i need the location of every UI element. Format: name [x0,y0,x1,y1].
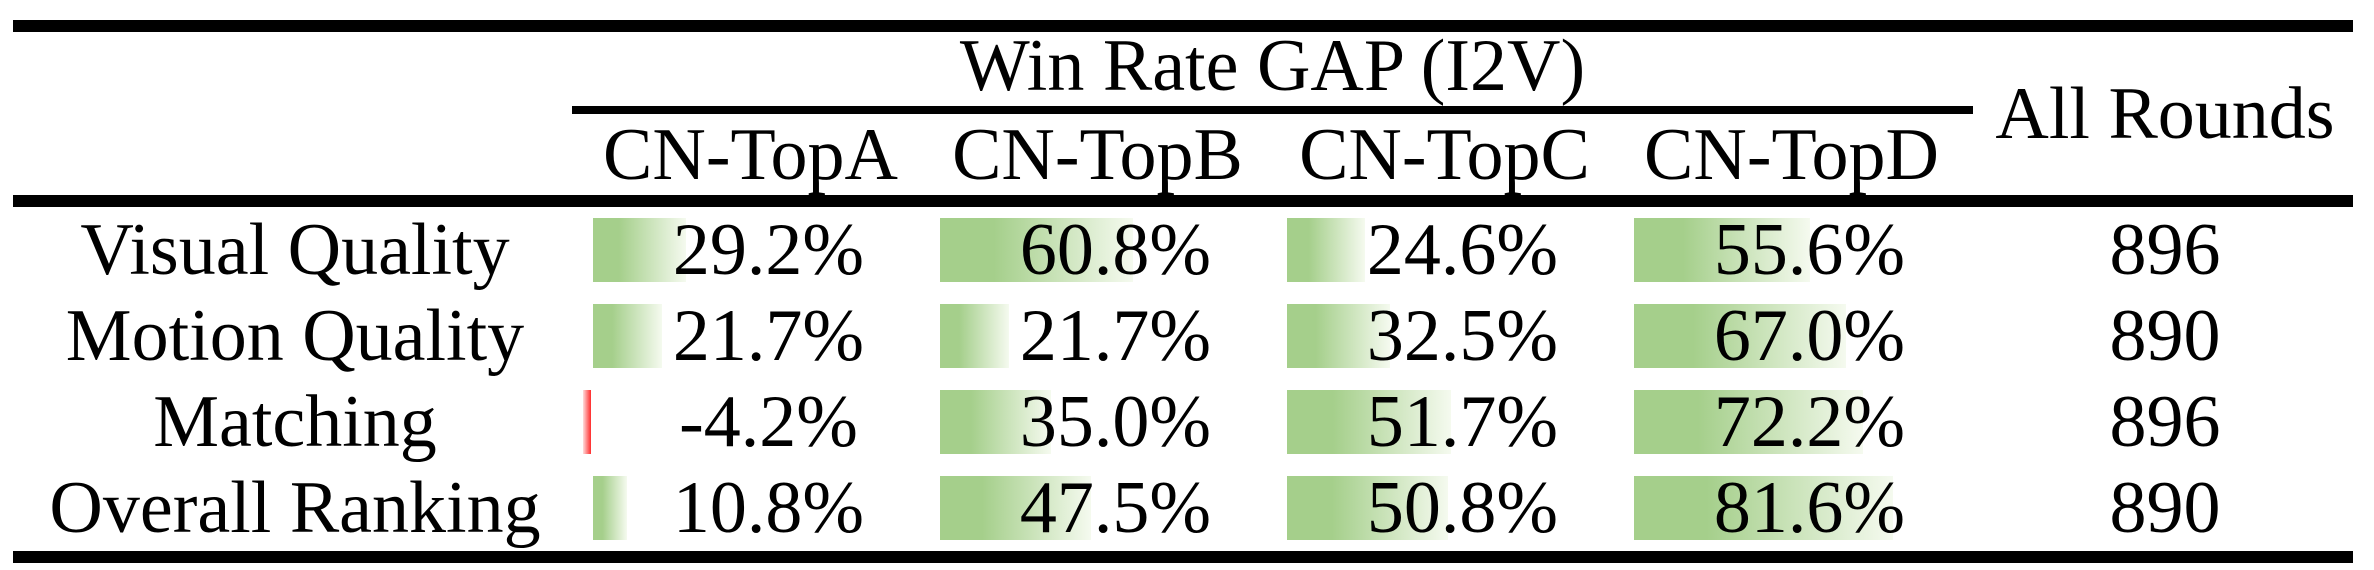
data-bar [940,476,1091,540]
table-cell: 60.8% [924,207,1271,293]
data-bar [1287,390,1451,454]
data-bar [593,218,686,282]
row-label-overall-ranking: Overall Ranking [49,467,541,549]
table-cell: 50.8% [1271,465,1618,551]
column-header-cn-topc: CN-TopC [1299,113,1590,196]
table-cell: 32.5% [1271,293,1618,379]
cell-value: 60.8% [1019,209,1212,291]
table-cell: 21.7% [577,293,924,379]
data-bar [593,476,627,540]
table-rule-header-bottom [13,195,2353,207]
cell-value: 51.7% [1366,381,1559,463]
table-cell: 24.6% [1271,207,1618,293]
table-cell: 29.2% [577,207,924,293]
table-cell: -4.2% [577,379,924,465]
data-bar [1634,218,1810,282]
data-bar [940,218,1133,282]
cell-value: 21.7% [1019,295,1212,377]
row-label-matching: Matching [153,381,437,463]
table-cell: 51.7% [1271,379,1618,465]
cell-value: 24.6% [1366,209,1559,291]
table-cell: 55.6% [1618,207,1965,293]
data-bar [1634,476,1893,540]
cell-value: 50.8% [1366,467,1559,549]
cell-value: 32.5% [1366,295,1559,377]
data-bar [1634,304,1846,368]
row-label-visual-quality: Visual Quality [80,209,510,291]
column-header-cn-topb: CN-TopB [952,113,1243,196]
table-cell: 35.0% [924,379,1271,465]
cell-value: 10.8% [672,467,865,549]
data-bar-negative [583,390,591,454]
data-bar [1287,304,1390,368]
table-rule-top [13,20,2353,32]
row-label-motion-quality: Motion Quality [65,295,525,377]
table-rule-group-underline [572,106,1973,114]
table-cell: 81.6% [1618,465,1965,551]
cell-value: 47.5% [1019,467,1212,549]
data-bar [593,304,662,368]
data-bar [1634,390,1863,454]
cell-value: 29.2% [672,209,865,291]
cell-value: 81.6% [1713,467,1906,549]
all-rounds-value: 896 [2109,209,2221,291]
cell-value: -4.2% [679,381,858,463]
cell-value: 55.6% [1713,209,1906,291]
cell-value: 35.0% [1019,381,1212,463]
table-cell: 72.2% [1618,379,1965,465]
cell-value: 72.2% [1713,381,1906,463]
table-cell: 67.0% [1618,293,1965,379]
cell-value: 21.7% [672,295,865,377]
data-bar [940,304,1009,368]
table-cell: 21.7% [924,293,1271,379]
all-rounds-value: 890 [2109,467,2221,549]
cell-value: 67.0% [1713,295,1906,377]
all-rounds-value: 890 [2109,295,2221,377]
data-bar [940,390,1051,454]
table-cell: 47.5% [924,465,1271,551]
all-rounds-value: 896 [2109,381,2221,463]
column-header-cn-topd: CN-TopD [1644,113,1939,196]
table-rule-bottom [13,551,2353,563]
column-header-all-rounds: All Rounds [1995,72,2335,155]
data-bar [1287,476,1448,540]
column-header-cn-topa: CN-TopA [603,113,898,196]
group-header-win-rate-gap: Win Rate GAP (I2V) [959,25,1586,107]
table-cell: 10.8% [577,465,924,551]
data-bar [1287,218,1365,282]
